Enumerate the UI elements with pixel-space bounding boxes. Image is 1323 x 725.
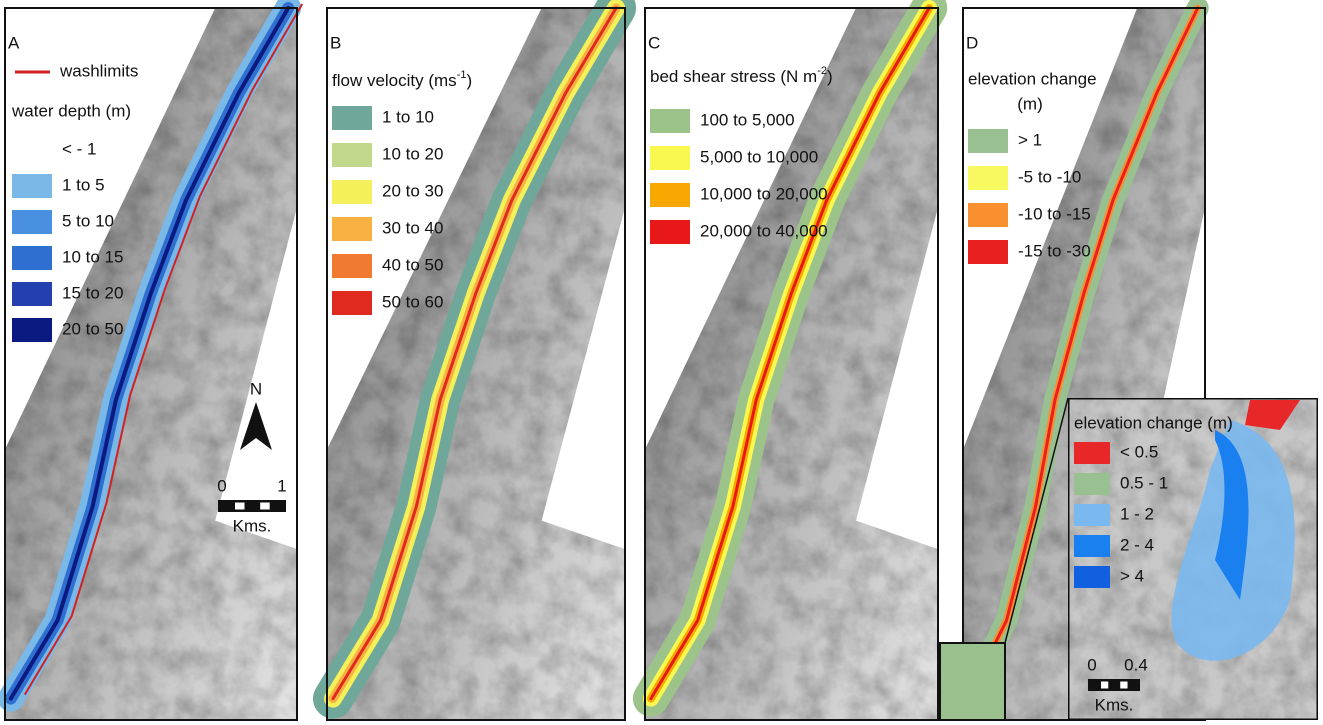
legend-swatch (12, 246, 52, 270)
legend-swatch (332, 106, 372, 130)
legend-label: 15 to 20 (62, 283, 123, 302)
legend-label: 5 to 10 (62, 211, 114, 230)
legend-swatch (1074, 473, 1110, 495)
legend-swatch (1074, 442, 1110, 464)
panel-letter: A (8, 33, 20, 52)
legend-label: 10 to 15 (62, 247, 123, 266)
inset-locator (940, 643, 1005, 720)
legend-title: (m) (1017, 94, 1042, 113)
scale-bar-gap (1120, 682, 1127, 689)
legend-title-text: flow velocity (ms (332, 71, 457, 90)
panel-letter: C (648, 33, 660, 52)
legend-label: 2 - 4 (1120, 535, 1154, 554)
north-label: N (250, 379, 262, 398)
legend-swatch (968, 240, 1008, 264)
scale-unit: Kms. (1095, 695, 1134, 714)
legend-title-text: ) (466, 71, 472, 90)
legend-title: elevation change (m) (1074, 413, 1233, 432)
legend-swatch (332, 217, 372, 241)
legend-title-text: ) (827, 67, 833, 86)
legend-label: 30 to 40 (382, 218, 443, 237)
legend-label: 1 to 5 (62, 175, 105, 194)
scale-label: 0 (217, 476, 226, 495)
legend-swatch (650, 183, 690, 207)
page: Awashlimits water depth (m) < - 1 1 to 5 5 t… (0, 0, 1323, 725)
legend-label: 20,000 to 40,000 (700, 221, 828, 240)
legend-label: -5 to -10 (1018, 167, 1081, 186)
legend-swatch (12, 318, 52, 342)
legend-swatch (968, 166, 1008, 190)
scale-bar (1088, 679, 1140, 691)
legend-label: 0.5 - 1 (1120, 473, 1168, 492)
scale-label: 0.4 (1124, 655, 1148, 674)
legend-swatch (650, 109, 690, 133)
panel-letter: B (330, 33, 341, 52)
legend-swatch (1074, 504, 1110, 526)
legend-swatch (1074, 535, 1110, 557)
legend-label: 20 to 50 (62, 319, 123, 338)
legend-swatch (332, 180, 372, 204)
scale-bar-gap (1101, 682, 1108, 689)
legend-label: -15 to -30 (1018, 241, 1091, 260)
legend-swatch (650, 220, 690, 244)
legend-swatch (12, 210, 52, 234)
scale-unit: Kms. (233, 516, 272, 535)
legend-title: flow velocity (ms-1) (332, 69, 472, 91)
legend-swatch (12, 282, 52, 306)
legend-label: 40 to 50 (382, 255, 443, 274)
legend-title-sup: -2 (817, 65, 827, 77)
legend-swatch (332, 143, 372, 167)
legend-label: > 4 (1120, 566, 1144, 585)
scale-label: 1 (277, 476, 286, 495)
legend-label: 5,000 to 10,000 (700, 147, 818, 166)
legend-label: 20 to 30 (382, 181, 443, 200)
legend-label: 10 to 20 (382, 144, 443, 163)
scale-bar-gap (260, 503, 270, 510)
legend-swatch (332, 291, 372, 315)
legend-swatch (1074, 566, 1110, 588)
legend-swatch (12, 174, 52, 198)
legend-label: 10,000 to 20,000 (700, 184, 828, 203)
legend-swatch (968, 203, 1008, 227)
legend-title-sup: -1 (457, 69, 467, 81)
scale-label: 0 (1087, 655, 1096, 674)
legend-label: < - 1 (62, 139, 97, 158)
legend-title: elevation change (968, 69, 1097, 88)
legend-label: -10 to -15 (1018, 204, 1091, 223)
legend-swatch (650, 146, 690, 170)
legend-label: > 1 (1018, 130, 1042, 149)
scale-bar (218, 500, 286, 512)
north-arrow (240, 402, 272, 450)
figure: Awashlimits water depth (m) < - 1 1 to 5 5 t… (0, 0, 1323, 725)
legend-label: 1 to 10 (382, 107, 434, 126)
legend-label: < 0.5 (1120, 442, 1158, 461)
legend-label: washlimits (59, 61, 138, 80)
legend-title: water depth (m) (11, 101, 131, 120)
legend-swatch (968, 129, 1008, 153)
legend-title: bed shear stress (N m-2) (650, 65, 833, 87)
panel-letter: D (966, 33, 978, 52)
legend-title-text: bed shear stress (N m (650, 67, 817, 86)
legend-label: 100 to 5,000 (700, 110, 795, 129)
legend-label: 1 - 2 (1120, 504, 1154, 523)
legend-label: 50 to 60 (382, 292, 443, 311)
scale-bar-gap (235, 503, 245, 510)
legend-swatch (332, 254, 372, 278)
